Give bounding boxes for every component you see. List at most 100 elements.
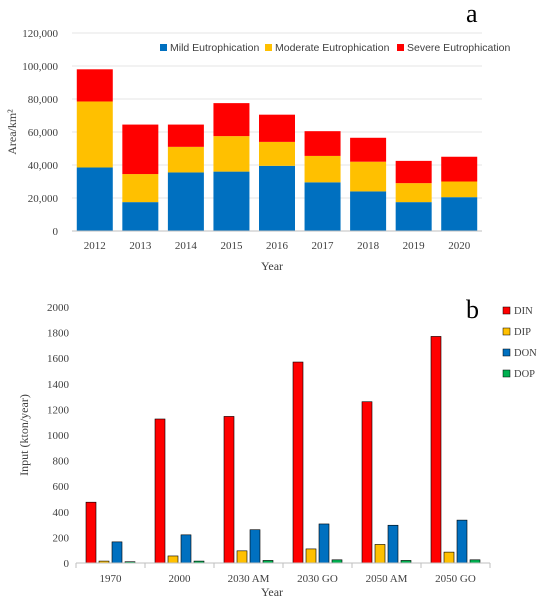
panel-a-legend-label: Severe Eutrophication <box>407 42 510 54</box>
panel-a-y-axis-title: Area/km² <box>5 109 19 155</box>
panel-a-bar-severe-2012 <box>76 69 113 102</box>
panel-a-x-tick-labels: 2012 2013 2014 2015 2016 2017 2018 2019 2020 <box>84 240 471 252</box>
panel-b-legend-label: DIN <box>514 306 533 317</box>
panel-b-y-tick-label: 200 <box>53 532 70 544</box>
panel-a-bar-moderate-2014 <box>167 146 204 173</box>
panel-a-y-tick-label: 120,000 <box>22 28 58 40</box>
panel-b-bar-DON-2000 <box>180 534 192 564</box>
panel-a-bar-mild-2014 <box>167 172 204 231</box>
panel-b-y-tick-label: 800 <box>53 456 70 468</box>
panel-b-letter: b <box>466 295 479 324</box>
panel-a-bar-mild-2018 <box>350 191 387 231</box>
panel-a-bar-mild-2020 <box>441 197 478 231</box>
panel-a-letter: a <box>466 0 478 28</box>
panel-b-bar-DIN-1970 <box>85 501 97 564</box>
panel-b-legend-swatch-DON <box>502 348 511 357</box>
panel-a-bar-mild-2015 <box>213 171 250 231</box>
panel-a-bar-moderate-2016 <box>259 141 295 166</box>
panel-a-bar-mild-2012 <box>76 167 113 231</box>
panel-b-y-tick-label: 1400 <box>47 379 70 391</box>
panel-a-x-tick-label: 2019 <box>403 240 426 252</box>
panel-a-bars <box>76 69 478 231</box>
panel-a-bar-severe-2018 <box>350 137 387 162</box>
panel-a-bar-moderate-2015 <box>213 136 250 172</box>
panel-a-bar-severe-2016 <box>259 114 295 142</box>
panel-b-bar-DIN-2050-AM <box>361 401 373 564</box>
panel-a-legend: Mild Eutrophication Moderate Eutrophicati… <box>160 42 510 54</box>
panel-a-bar-mild-2016 <box>259 165 295 231</box>
panel-a-bar-moderate-2017 <box>304 155 341 183</box>
panel-b-bars <box>85 336 481 564</box>
panel-b-legend-label: DIP <box>514 327 531 338</box>
panel-a-bar-moderate-2013 <box>122 174 159 203</box>
panel-b-y-tick-label: 1800 <box>47 328 70 340</box>
panel-a-bar-mild-2019 <box>395 202 432 231</box>
panel-a-bar-moderate-2019 <box>395 183 432 203</box>
panel-b-y-tick-label: 600 <box>53 481 70 493</box>
panel-b-y-tick-label: 0 <box>64 558 70 570</box>
panel-a-y-tick-label: 100,000 <box>22 61 58 73</box>
panel-b-y-tick-label: 1200 <box>47 404 70 416</box>
panel-b-bar-DIP-2030-AM <box>236 550 248 564</box>
panel-b-y-axis-title: Input (kton/year) <box>17 394 31 476</box>
panel-b-x-tick-label: 2000 <box>169 573 192 585</box>
panel-a-bar-severe-2013 <box>122 124 159 175</box>
panel-b-x-tick-label: 1970 <box>100 573 123 585</box>
panel-b-y-tick-label: 2000 <box>47 302 70 314</box>
panel-b-legend-label: DON <box>514 348 537 359</box>
panel-b-x-axis-title: Year <box>261 585 283 599</box>
panel-b-bar-DIP-2050-AM <box>374 544 386 564</box>
panel-a-legend-swatch-severe <box>397 44 404 51</box>
panel-a-legend-swatch-moderate <box>265 44 272 51</box>
panel-b-legend-swatch-DIP <box>502 327 511 336</box>
panel-b-y-tick-label: 1600 <box>47 353 70 365</box>
panel-b-legend: DIN DIP DON DOP <box>502 306 537 380</box>
panel-b-bar-DON-2030-GO <box>318 523 330 564</box>
panel-a-y-tick-labels: 0 20,000 40,000 60,000 80,000 100,000 120,000 <box>22 28 58 238</box>
panel-a-legend-label: Mild Eutrophication <box>170 42 259 54</box>
panel-b-y-tick-label: 1000 <box>47 430 70 442</box>
panel-a-bar-mild-2013 <box>122 202 159 231</box>
panel-a-y-tick-label: 20,000 <box>28 193 59 205</box>
panel-a-bar-severe-2014 <box>167 124 204 147</box>
panel-b-bar-DON-2050-AM <box>387 524 399 564</box>
panel-a-x-tick-label: 2018 <box>357 240 380 252</box>
panel-b-x-tick-labels: 1970 2000 2030 AM 2030 GO 2050 AM 2050 GO <box>100 573 476 585</box>
panel-a-x-axis-title: Year <box>261 259 283 273</box>
panel-a-x-tick-label: 2016 <box>266 240 289 252</box>
panel-a-bar-mild-2017 <box>304 182 341 231</box>
panel-b-bar-DIP-2050-GO <box>443 551 455 564</box>
panel-a-bar-severe-2015 <box>213 103 250 137</box>
panel-a-bar-moderate-2018 <box>350 161 387 192</box>
panel-b-bar-DON-1970 <box>111 541 123 564</box>
panel-b-legend-swatch-DOP <box>502 369 511 378</box>
panel-a-bar-moderate-2020 <box>441 181 478 198</box>
panel-a-y-tick-label: 0 <box>53 226 59 238</box>
panel-a-bar-severe-2020 <box>441 156 478 182</box>
panel-b-y-tick-labels: 0 200 400 600 800 1000 1200 1400 1600 1800 2000 <box>47 302 70 570</box>
panel-b-axes <box>75 562 491 568</box>
panel-b-bar-DIP-2000 <box>167 555 179 564</box>
panel-b-x-tick-label: 2050 GO <box>435 573 476 585</box>
panel-a-legend-swatch-mild <box>160 44 167 51</box>
panel-a-bar-severe-2019 <box>395 160 432 184</box>
panel-b-y-tick-label: 400 <box>53 507 70 519</box>
panel-b-legend-label: DOP <box>514 369 535 380</box>
panel-a-bar-moderate-2012 <box>76 101 113 168</box>
panel-b-x-tick-label: 2030 AM <box>228 573 270 585</box>
panel-b-x-tick-label: 2030 GO <box>297 573 338 585</box>
panel-a-x-tick-label: 2017 <box>312 240 335 252</box>
panel-b-chart: b 0200400600800100012001400160018002000 … <box>17 295 537 599</box>
panel-a-legend-label: Moderate Eutrophication <box>275 42 390 54</box>
panel-b-bar-DIP-2030-GO <box>305 548 317 564</box>
panel-a-chart: a 0 20,000 40,000 60,000 80,000 100,000 120,00… <box>5 0 510 273</box>
panel-a-bar-severe-2017 <box>304 131 341 156</box>
panel-a-x-tick-label: 2012 <box>84 240 106 252</box>
panel-a-x-tick-label: 2015 <box>220 240 243 252</box>
panel-b-bar-DIN-2000 <box>154 418 166 564</box>
panel-a-x-tick-label: 2013 <box>129 240 152 252</box>
panel-a-y-tick-label: 60,000 <box>28 127 59 139</box>
panel-b-x-tick-label: 2050 AM <box>366 573 408 585</box>
panel-a-x-tick-label: 2020 <box>448 240 471 252</box>
panel-a-x-tick-label: 2014 <box>175 240 198 252</box>
